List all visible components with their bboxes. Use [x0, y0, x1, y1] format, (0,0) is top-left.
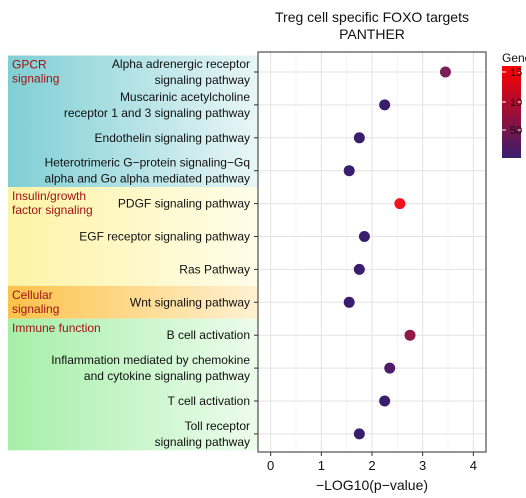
legend-tick-label: 50 — [510, 125, 522, 137]
data-point — [353, 263, 365, 275]
group-band — [8, 187, 258, 286]
x-tick-label: 4 — [470, 458, 477, 473]
data-point — [439, 66, 451, 78]
y-tick-label: Endothelin signaling pathway — [95, 131, 250, 145]
group-label: signaling — [12, 302, 59, 316]
y-tick-label: T cell activation — [168, 394, 250, 408]
data-point — [394, 198, 406, 210]
data-point — [353, 132, 365, 144]
data-point — [379, 99, 391, 111]
title-line: PANTHER — [339, 26, 405, 42]
data-point — [384, 362, 396, 374]
y-tick-label: EGF receptor signaling pathway — [79, 230, 250, 244]
group-label: Cellular — [12, 288, 53, 302]
x-tick-label: 0 — [267, 458, 274, 473]
x-axis: 0 1 2 3 4 — [267, 452, 477, 473]
y-tick-label: Wnt signaling pathway — [130, 295, 250, 309]
group-label: signaling — [12, 72, 59, 86]
y-tick-label: Toll receptor signaling pathway — [155, 419, 250, 449]
x-tick-label: 1 — [318, 458, 325, 473]
x-tick-label: 3 — [419, 458, 426, 473]
legend-tick-label: 15 — [510, 67, 522, 79]
legend-tick-label: 10 — [510, 97, 522, 109]
data-points — [343, 66, 451, 440]
y-tick-label: Muscarinic acetylcholine receptor 1 and 3… — [64, 90, 250, 120]
data-point — [343, 296, 355, 308]
y-tick-label: PDGF signaling pathway — [118, 197, 250, 211]
legend-title: Genes — [502, 51, 526, 65]
data-point — [358, 231, 370, 242]
group-band — [8, 285, 258, 319]
data-point — [404, 329, 416, 341]
group-label: GPCR — [12, 58, 47, 72]
data-point — [343, 165, 355, 177]
x-axis-title: −LOG10(p−value) — [316, 477, 428, 493]
grid-lines — [258, 52, 486, 452]
group-label: Immune function — [12, 321, 101, 335]
y-tick-label: Alpha adrenergic receptor signaling pathw… — [112, 57, 250, 87]
data-point — [379, 395, 391, 407]
y-axis-labels: Alpha adrenergic receptor signaling pathw… — [45, 57, 251, 449]
y-tick-label: Heterotrimeric G−protein signaling−Gq alp… — [45, 156, 250, 186]
group-band — [8, 318, 258, 451]
group-label: factor signaling — [12, 203, 93, 217]
x-tick-label: 2 — [368, 458, 375, 473]
legend-colorbar — [502, 66, 521, 158]
y-tick-label: Ras Pathway — [179, 262, 250, 276]
y-tick-label: B cell activation — [167, 328, 250, 342]
group-bands — [8, 55, 258, 451]
legend: Genes 15 10 50 — [502, 51, 526, 158]
data-point — [353, 428, 365, 440]
title-line: Treg cell specific FOXO targets — [275, 9, 469, 25]
y-axis-ticks — [254, 71, 258, 435]
group-label: Insulin/growth — [12, 189, 86, 203]
group-band — [8, 55, 258, 188]
y-tick-label: Inflammation mediated by chemokine and cy… — [51, 353, 250, 383]
